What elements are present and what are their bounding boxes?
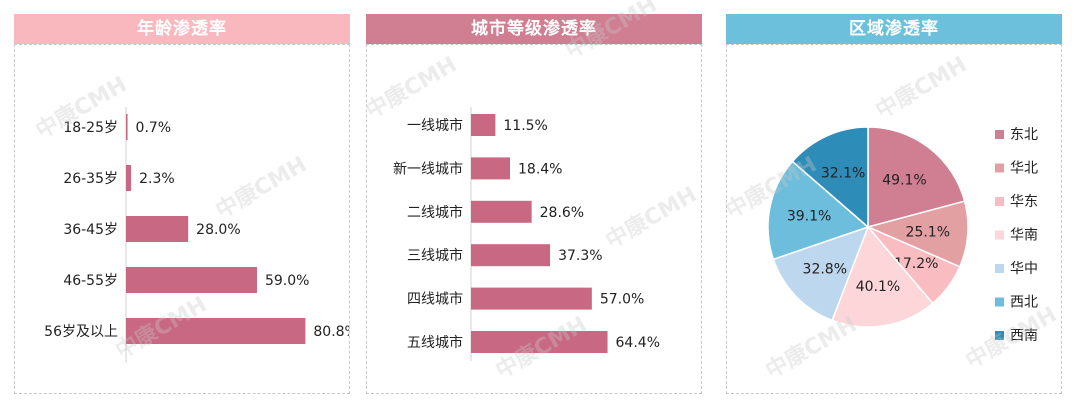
data-label: 28.6% [540, 205, 584, 221]
legend-label: 东北 [1010, 127, 1038, 143]
data-label: 18.4% [518, 161, 562, 177]
bar [471, 244, 551, 267]
age-chart-box: 18-25岁 0.7% 26-35岁 2.3% 36-45岁 28.0% 46-55岁 59.… [14, 44, 350, 394]
city-chart-box: 一线城市 11.5% 新一线城市 18.4% 二线城市 28.6% 三线城市 37.3% 四线城… [366, 44, 702, 394]
bar [126, 165, 132, 191]
legend-swatch [995, 230, 1004, 240]
bar [471, 200, 532, 223]
pie-slice [772, 225, 870, 322]
data-label: 2.3% [139, 171, 175, 187]
pie-label: 40.1% [856, 279, 900, 295]
bar [471, 331, 608, 353]
data-label: 80.8% [313, 324, 349, 340]
category-label: 46-55岁 [63, 273, 118, 289]
bar [126, 318, 306, 344]
data-label: 64.4% [616, 335, 660, 351]
category-label: 五线城市 [407, 334, 463, 351]
bar [471, 287, 592, 310]
category-label: 三线城市 [407, 247, 463, 264]
pie-slice [767, 160, 870, 261]
legend-label: 西南 [1010, 328, 1038, 344]
pie-label: 25.1% [906, 224, 950, 240]
pie-label: 49.1% [882, 172, 926, 188]
legend-swatch [995, 264, 1004, 273]
pie-label: 17.2% [894, 256, 938, 272]
data-label: 28.0% [196, 222, 240, 238]
legend-swatch [995, 197, 1004, 206]
category-label: 二线城市 [407, 204, 463, 221]
legend-label: 华东 [1010, 194, 1038, 210]
age-panel-title: 年龄渗透率 [14, 14, 350, 44]
data-label: 11.5% [503, 118, 547, 134]
pie-slice [865, 200, 969, 268]
legend-label: 华南 [1010, 228, 1038, 244]
legend-label: 华北 [1010, 161, 1038, 177]
legend-label: 华中 [1010, 261, 1038, 277]
pie-slice [831, 225, 934, 328]
pie-label: 32.8% [803, 262, 847, 278]
legend-swatch [995, 130, 1004, 139]
data-label: 37.3% [558, 248, 602, 264]
data-label: 0.7% [136, 120, 172, 136]
category-label: 四线城市 [407, 291, 463, 308]
bar [471, 157, 511, 180]
legend-label: 西北 [1010, 295, 1038, 311]
legend-swatch [995, 297, 1004, 307]
city-bar-chart: 一线城市 11.5% 新一线城市 18.4% 二线城市 28.6% 三线城市 37.3% 四线城… [393, 107, 660, 361]
bar [126, 114, 128, 140]
pie-label: 32.1% [821, 165, 865, 181]
data-label: 57.0% [600, 292, 644, 308]
category-label: 56岁及以上 [44, 324, 118, 340]
region-chart-box: 49.1% 25.1% 17.2% 40.1% 32.8% 39.1% 32.1% 东北华北… [726, 44, 1062, 394]
age-bar-chart: 18-25岁 0.7% 26-35岁 2.3% 36-45岁 28.0% 46-55岁 59.… [44, 107, 349, 363]
pie-label: 39.1% [787, 209, 831, 225]
region-pie-chart: 49.1% 25.1% 17.2% 40.1% 32.8% 39.1% 32.1% 东北华北… [767, 126, 1038, 344]
category-label: 一线城市 [407, 117, 463, 134]
category-label: 36-45岁 [63, 222, 118, 238]
data-label: 59.0% [265, 273, 309, 289]
bar [471, 114, 496, 136]
pie-slice [867, 126, 966, 228]
city-panel-title: 城市等级渗透率 [366, 14, 702, 44]
region-panel-title: 区域渗透率 [726, 14, 1062, 44]
legend-swatch [995, 331, 1004, 340]
pie-slice [791, 126, 869, 229]
category-label: 18-25岁 [63, 120, 118, 136]
category-label: 26-35岁 [63, 171, 118, 187]
bar [126, 216, 189, 242]
category-label: 新一线城市 [393, 160, 463, 177]
bar [126, 267, 257, 293]
legend-swatch [995, 163, 1004, 173]
